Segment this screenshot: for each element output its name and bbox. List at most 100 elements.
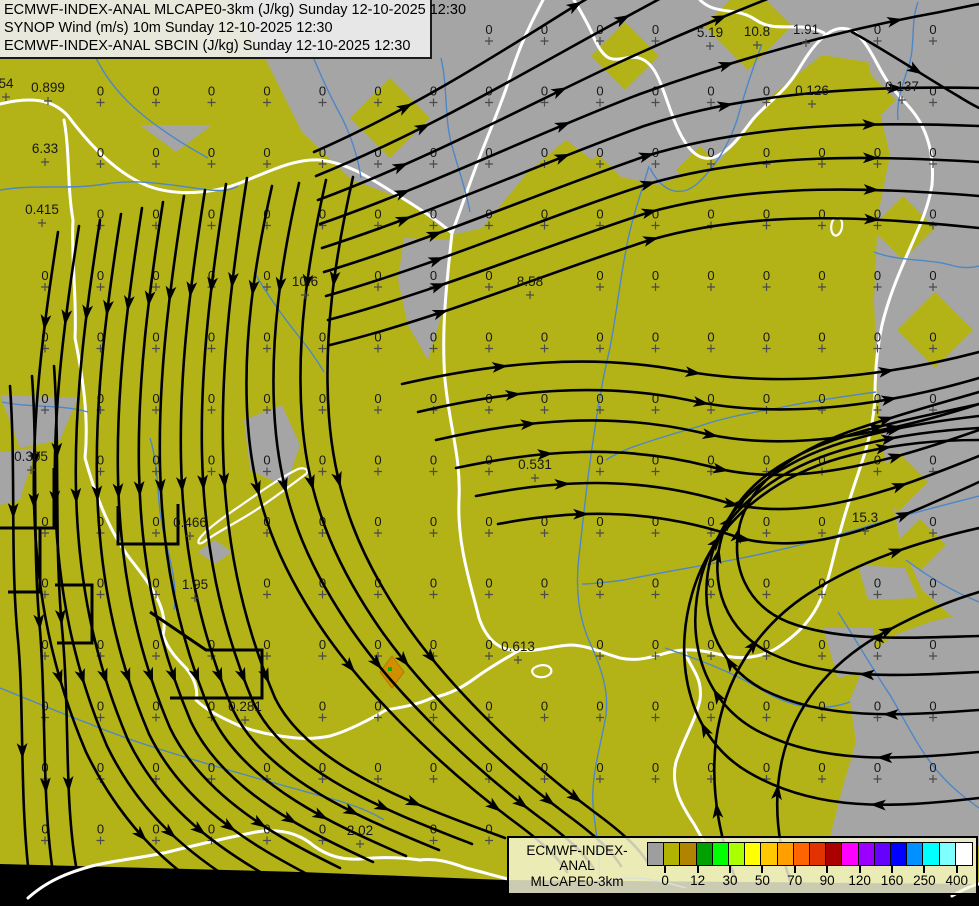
- streamline: [245, 184, 569, 874]
- station-value: 0: [652, 84, 659, 99]
- station-cross: [374, 344, 382, 353]
- station-cross: [41, 836, 49, 845]
- station-cross: [318, 467, 327, 476]
- station-value: 0: [319, 822, 326, 837]
- streamline: [850, 30, 979, 110]
- streamline: [116, 206, 342, 870]
- station-cross: [429, 836, 438, 845]
- streamline: [32, 230, 210, 894]
- wind-arrowhead: [878, 626, 895, 639]
- station-cross: [485, 652, 493, 660]
- station-value: 0: [485, 514, 492, 529]
- boundary-line: [149, 610, 264, 700]
- station-cross: [318, 344, 327, 353]
- station-value: 0: [707, 699, 714, 714]
- wind-arrowhead: [642, 236, 659, 247]
- station-value: 0: [874, 22, 881, 37]
- wind-arrowhead: [61, 309, 73, 326]
- streamline: [299, 178, 623, 868]
- station-cross: [651, 98, 660, 107]
- olive-patch: [897, 292, 973, 368]
- olive-patch: [704, 0, 792, 70]
- station-cross: [485, 467, 493, 476]
- station-value: 0: [319, 760, 326, 775]
- station-cross: [540, 529, 549, 537]
- station-cross: [596, 37, 604, 45]
- station-value: 0: [652, 268, 659, 283]
- wind-arrowhead: [16, 742, 28, 760]
- station-values: 0 0 0 0 0 0 0 0 0 0 0 0 0 0 0 0 0 0 0 0 0 0 0 0 0 0 0 0 0 0 0 0 0 0 0 0 0 0 0 0…: [41, 22, 937, 845]
- station-value: 0: [374, 760, 381, 775]
- station-cross: [818, 283, 826, 291]
- olive-patch: [871, 196, 935, 260]
- station-cross: [318, 590, 327, 599]
- station-value: 0: [541, 760, 548, 775]
- station-value: 0: [430, 514, 437, 529]
- station-value: 0: [263, 760, 270, 775]
- station-value: 0: [707, 145, 714, 160]
- station-cross: [596, 775, 604, 783]
- streamline: [496, 480, 979, 545]
- wind-arrowhead: [744, 638, 759, 655]
- station-value: 0: [763, 84, 770, 99]
- station-value: 0: [763, 453, 770, 468]
- station-cross: [485, 283, 493, 291]
- station-cross: [540, 98, 549, 107]
- wind-arrowhead: [550, 87, 568, 100]
- wind-arrowhead: [712, 802, 724, 819]
- station-cross: [762, 590, 771, 599]
- station-cross: [263, 160, 271, 168]
- station-cross: [818, 529, 826, 537]
- wind-arrowhead: [875, 443, 892, 455]
- station-cross: [485, 160, 493, 168]
- streamline-arrows: [7, 1, 923, 842]
- wind-arrowhead: [895, 511, 912, 523]
- wind-arrowhead: [391, 162, 409, 175]
- station-cross: [152, 98, 160, 107]
- station-cross: [762, 344, 771, 353]
- wind-arrowhead: [52, 668, 63, 686]
- wind-arrowhead: [880, 395, 898, 407]
- sbcin-value: 2.02: [347, 823, 373, 838]
- gray-region: [198, 540, 232, 564]
- station-cross: [531, 474, 539, 482]
- olive-patch: [868, 452, 928, 512]
- country-border: [294, 648, 522, 740]
- river: [605, 391, 877, 461]
- station-cross: [263, 283, 271, 291]
- station-value: 0: [485, 268, 492, 283]
- station-cross: [818, 775, 826, 783]
- wind-arrowhead: [906, 61, 923, 75]
- streamline: [272, 181, 596, 871]
- station-cross: [762, 713, 771, 722]
- streamline: [95, 212, 309, 876]
- wind-arrowhead: [234, 666, 246, 684]
- legend-tick: [923, 865, 926, 873]
- sbcin-value: 0.281: [228, 699, 262, 714]
- station-cross: [707, 467, 715, 476]
- station-cross: [651, 652, 660, 660]
- station-value: 0: [541, 84, 548, 99]
- sbcin-value: 8.58: [517, 274, 543, 289]
- station-cross: [929, 652, 937, 660]
- station-value: 0: [374, 207, 381, 222]
- station-value: 0: [41, 330, 48, 345]
- station-value: 0: [430, 760, 437, 775]
- wind-arrowhead: [133, 480, 145, 498]
- sbcin-value: 0.531: [518, 457, 552, 472]
- sbcin-value: 0.899: [31, 80, 65, 95]
- station-cross: [152, 713, 160, 722]
- streamline: [326, 175, 650, 865]
- wind-arrowhead: [250, 814, 267, 828]
- sbcin-value: 1.95: [182, 577, 208, 592]
- legend-tick-label: 12: [690, 873, 706, 888]
- station-cross: [152, 467, 160, 476]
- wind-arrowhead: [880, 434, 898, 446]
- station-cross: [818, 160, 826, 168]
- boundary-line: [116, 504, 180, 546]
- station-cross: [651, 467, 660, 476]
- station-value: 0: [208, 760, 215, 775]
- wind-arrowhead: [707, 535, 722, 552]
- wind-arrowhead: [7, 503, 19, 520]
- wind-arrowhead: [277, 476, 288, 494]
